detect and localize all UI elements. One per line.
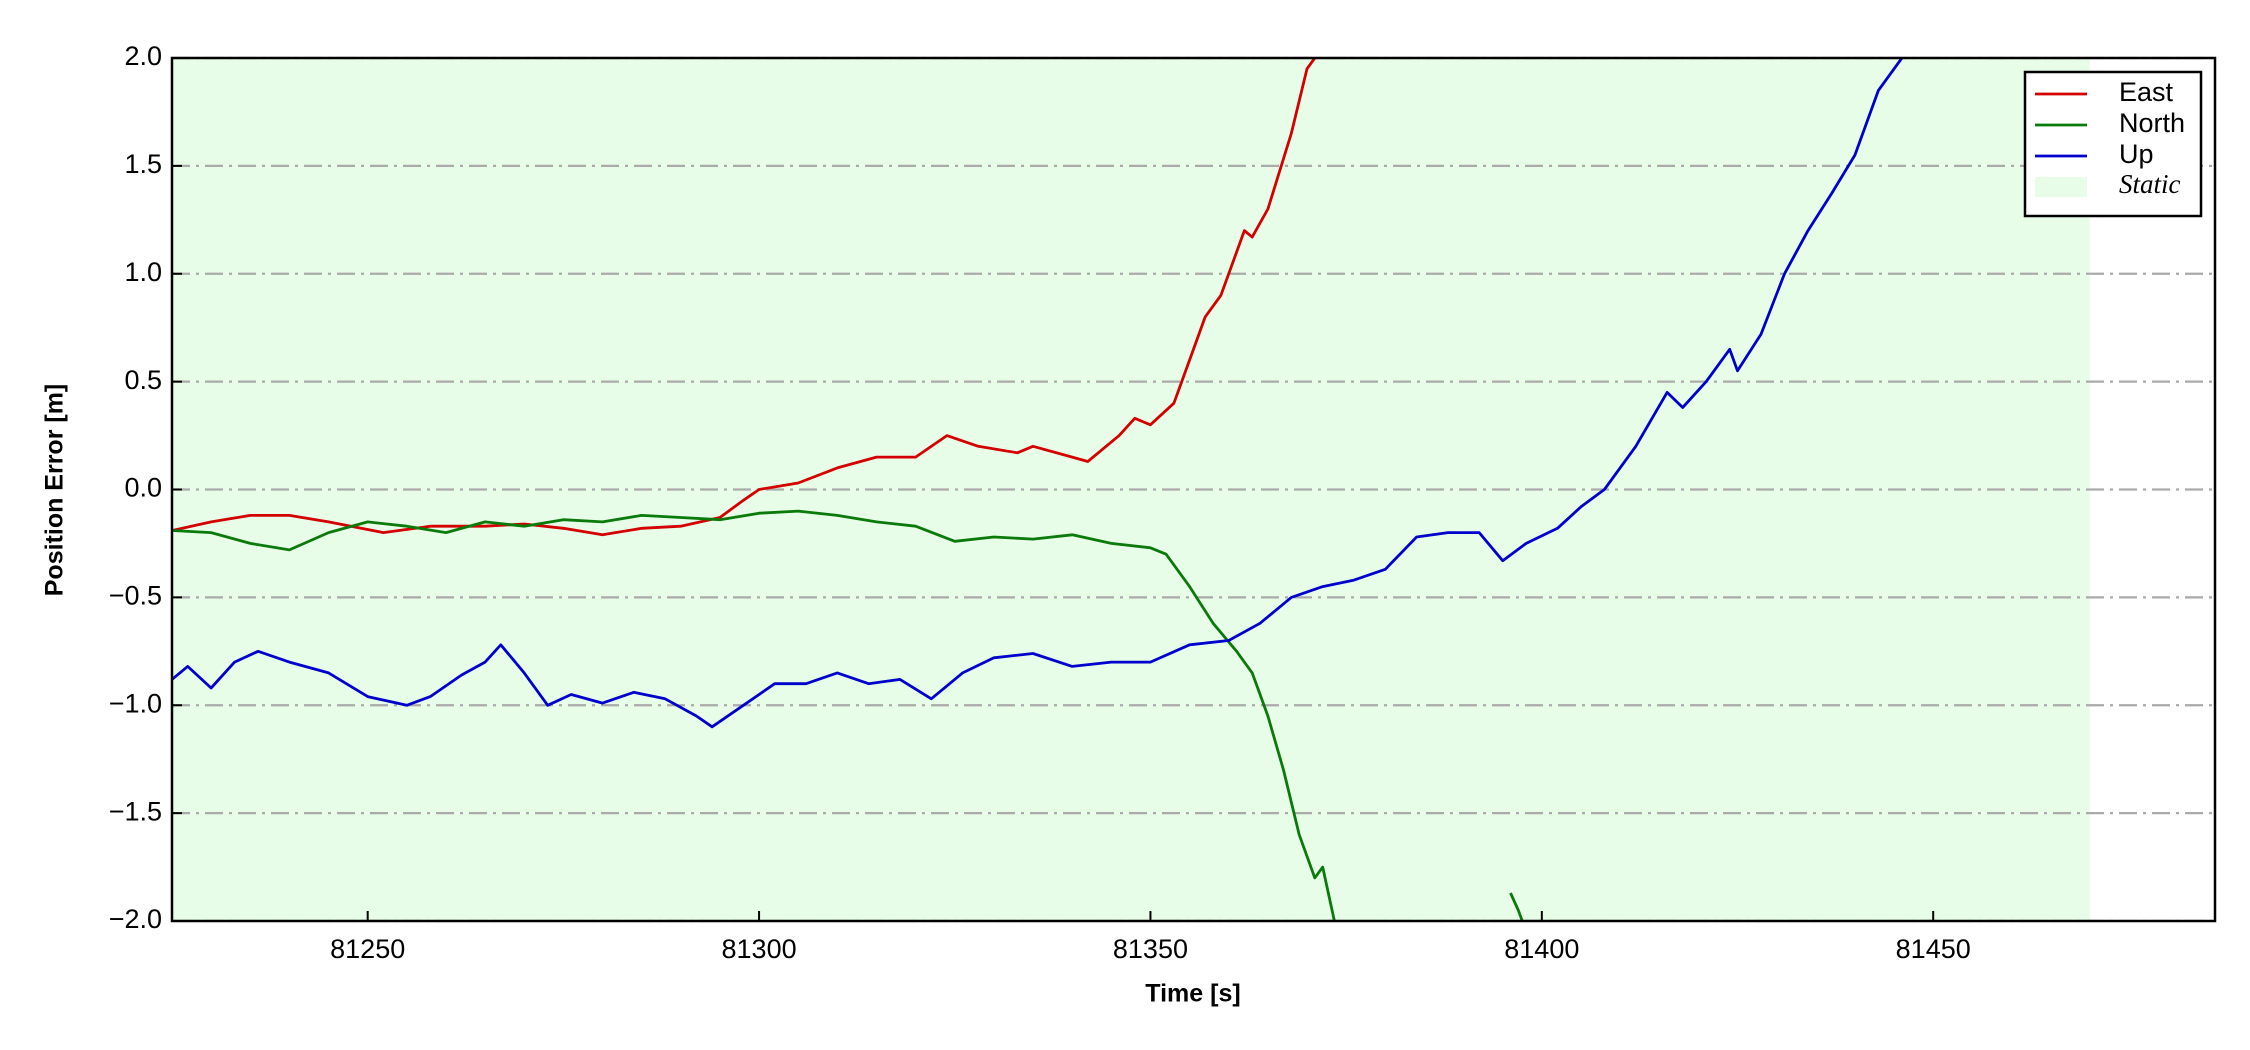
legend-label: Static [2119, 169, 2181, 199]
y-tick-label: 0.5 [124, 365, 162, 395]
x-tick-label: 81300 [722, 934, 797, 964]
legend-label: East [2119, 77, 2174, 107]
x-tick-label: 81400 [1504, 934, 1579, 964]
legend-swatch [2035, 177, 2087, 197]
y-tick-label: 0.0 [124, 473, 162, 503]
x-tick-label: 81450 [1896, 934, 1971, 964]
y-tick-label: −1.0 [109, 688, 162, 718]
legend-label: Up [2119, 139, 2154, 169]
y-tick-label: −0.5 [109, 581, 162, 611]
x-tick-label: 81350 [1113, 934, 1188, 964]
series-line [172, 58, 1316, 537]
y-tick-label: 2.0 [124, 41, 162, 71]
ticks-layer: −2.0 −1.5 −1.0 −0.5 0.0 0.5 1.0 1.5 2.0 81250 8130… [109, 41, 1971, 964]
y-tick-label: −1.5 [109, 796, 162, 826]
y-tick-label: 1.5 [124, 149, 162, 179]
x-tick-label: 81250 [330, 934, 405, 964]
x-axis-label: Time [s] [1145, 980, 1240, 1008]
legend-label: North [2119, 108, 2185, 138]
series-line [172, 509, 1524, 921]
lines-layer [172, 58, 1904, 921]
y-tick-label: −2.0 [109, 904, 162, 934]
y-tick-label: 1.0 [124, 257, 162, 287]
series-line [172, 58, 1904, 729]
y-axis-label: Position Error [m] [41, 384, 69, 597]
